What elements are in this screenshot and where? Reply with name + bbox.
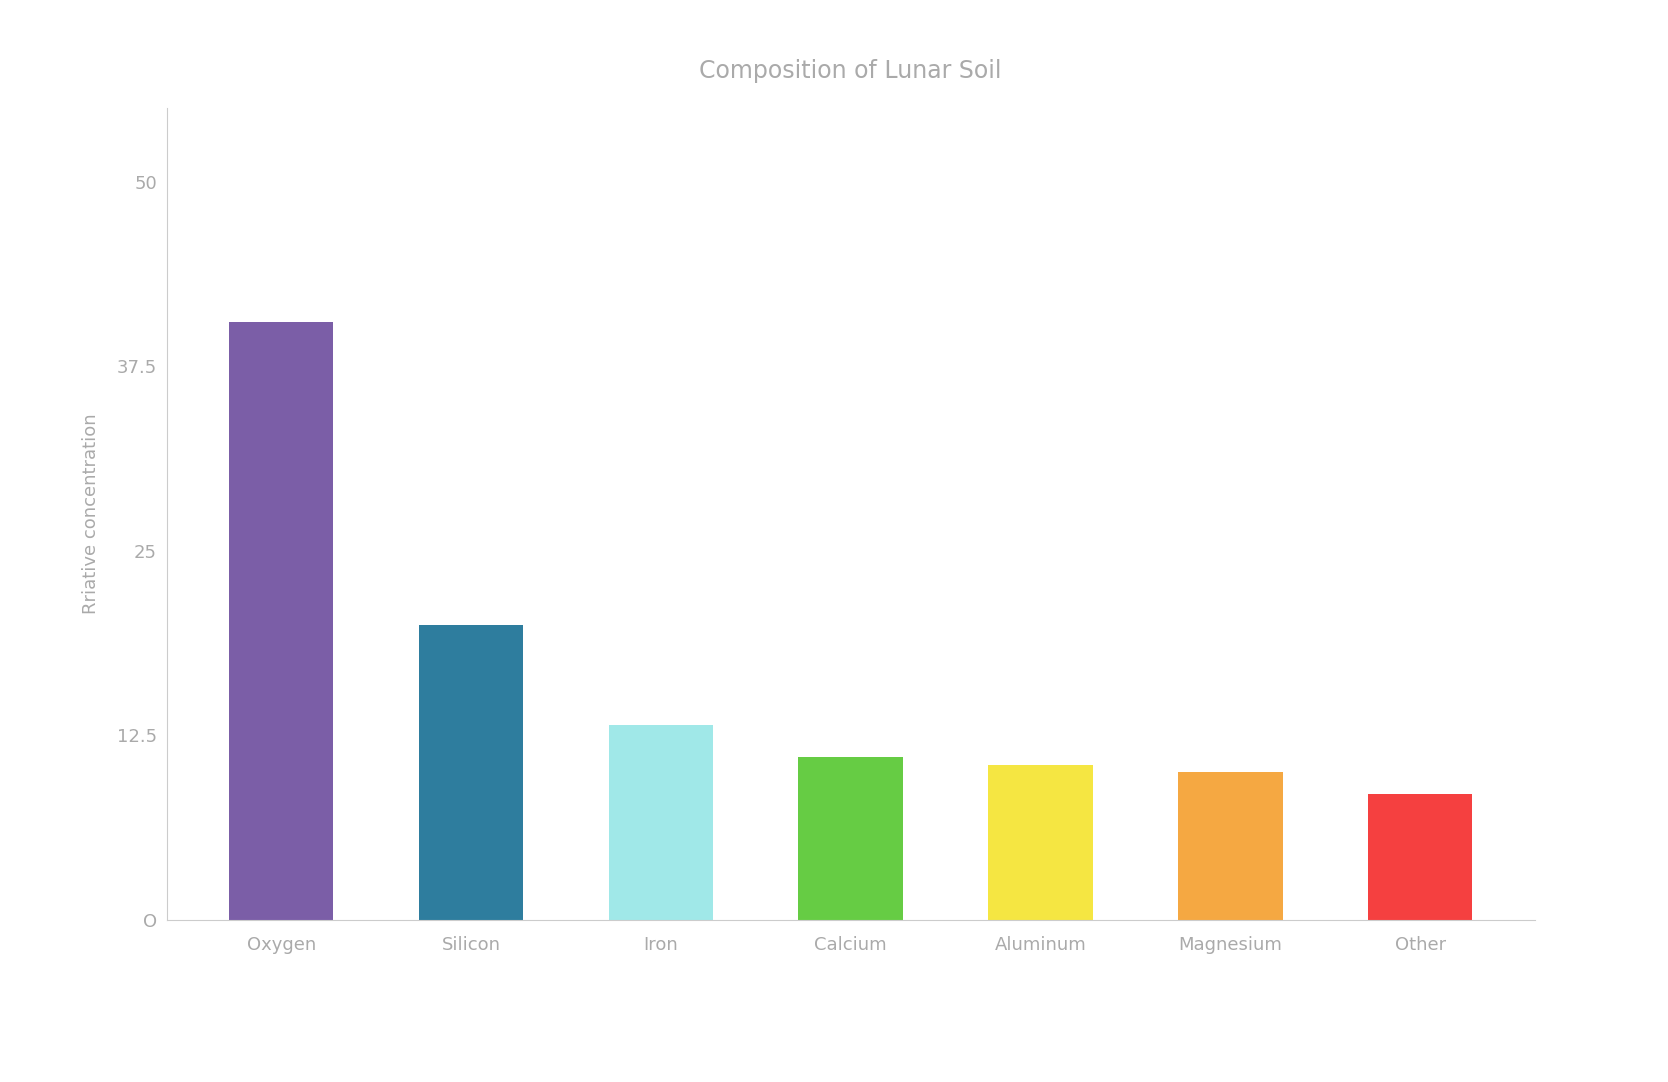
- Title: Composition of Lunar Soil: Composition of Lunar Soil: [699, 58, 1002, 82]
- Bar: [1368, 794, 1473, 920]
- Bar: [419, 624, 524, 920]
- Bar: [799, 757, 902, 920]
- Bar: [989, 765, 1093, 920]
- Bar: [229, 322, 334, 920]
- Y-axis label: Rriative concentration: Rriative concentration: [82, 413, 100, 615]
- Bar: [1178, 773, 1283, 920]
- Bar: [609, 725, 712, 920]
